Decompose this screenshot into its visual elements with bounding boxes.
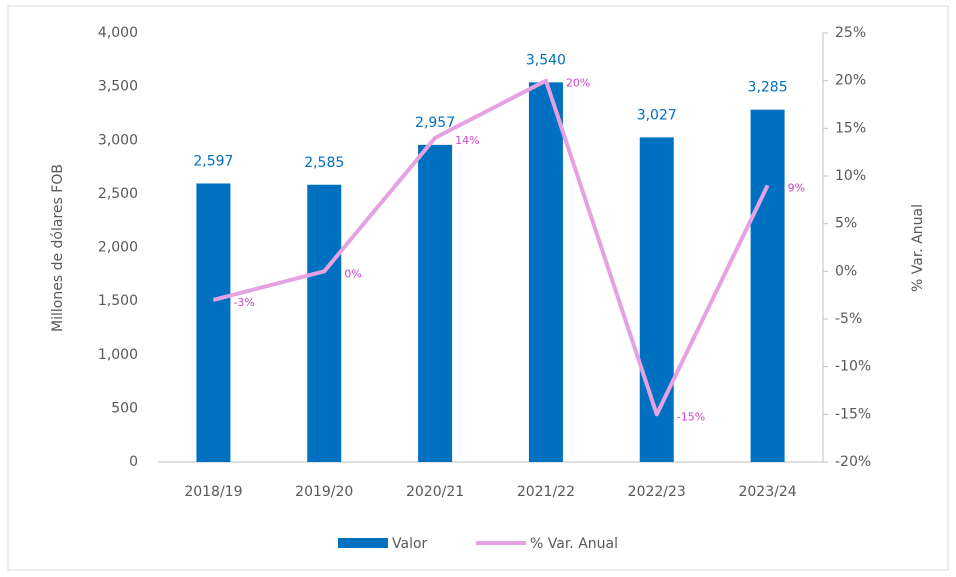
y2-tick-label: 15% (835, 120, 866, 136)
y-tick-label: 1,500 (98, 293, 138, 309)
line-value-label: 20% (566, 77, 590, 90)
line-value-label: 14% (455, 134, 479, 147)
bar-value-label: 3,540 (526, 52, 566, 68)
line-value-label: -3% (233, 296, 254, 309)
line (212, 78, 770, 417)
y-axis-title: Millones de dólares FOB (50, 164, 66, 332)
bar-value-label: 2,957 (415, 115, 455, 131)
y2-tick-label: 10% (835, 168, 866, 184)
line-value-label: 0% (344, 267, 361, 280)
y2-tick-label: -15% (835, 406, 871, 422)
y-tick-label: 0 (129, 454, 138, 470)
bar (307, 184, 342, 463)
bar (639, 137, 674, 462)
x-tick-label: 2020/21 (406, 484, 464, 500)
y-tick-label: 4,000 (98, 25, 138, 41)
y-tick-label: 500 (111, 400, 138, 416)
y2-axis-title: % Var. Anual (910, 204, 926, 292)
y-tick-label: 2,000 (98, 240, 138, 256)
y2-tick-label: 25% (835, 25, 866, 41)
x-tick-label: 2022/23 (628, 484, 686, 500)
line-value-label: 9% (788, 182, 805, 195)
bar-value-label: 2,585 (304, 155, 344, 171)
y2-tick-label: 20% (835, 73, 866, 89)
x-tick-label: 2018/19 (184, 484, 242, 500)
y-tick-label: 3,000 (98, 132, 138, 148)
bar (528, 82, 563, 463)
chart-border (7, 5, 949, 571)
x-tick-label: 2021/22 (517, 484, 575, 500)
line-value-label: -15% (677, 410, 705, 423)
y2-tick-label: -10% (835, 359, 871, 375)
legend-swatch (338, 538, 388, 548)
y2-tick-label: 5% (835, 216, 857, 232)
bar (196, 183, 231, 463)
legend-label: Valor (392, 536, 428, 552)
bar (418, 144, 453, 462)
x-tick-label: 2023/24 (738, 484, 796, 500)
x-tick-label: 2019/20 (295, 484, 353, 500)
bar (750, 109, 785, 462)
bar-value-label: 3,285 (748, 80, 788, 96)
y-tick-label: 1,000 (98, 347, 138, 363)
legend-label: % Var. Anual (530, 536, 618, 552)
y2-tick-label: -5% (835, 311, 862, 327)
bar-value-label: 2,597 (193, 153, 233, 169)
y2-tick-label: -20% (835, 454, 871, 470)
y-tick-label: 2,500 (98, 186, 138, 202)
y-tick-label: 3,500 (98, 79, 138, 95)
bar-value-label: 3,027 (637, 107, 677, 123)
y2-tick-label: 0% (835, 263, 857, 279)
